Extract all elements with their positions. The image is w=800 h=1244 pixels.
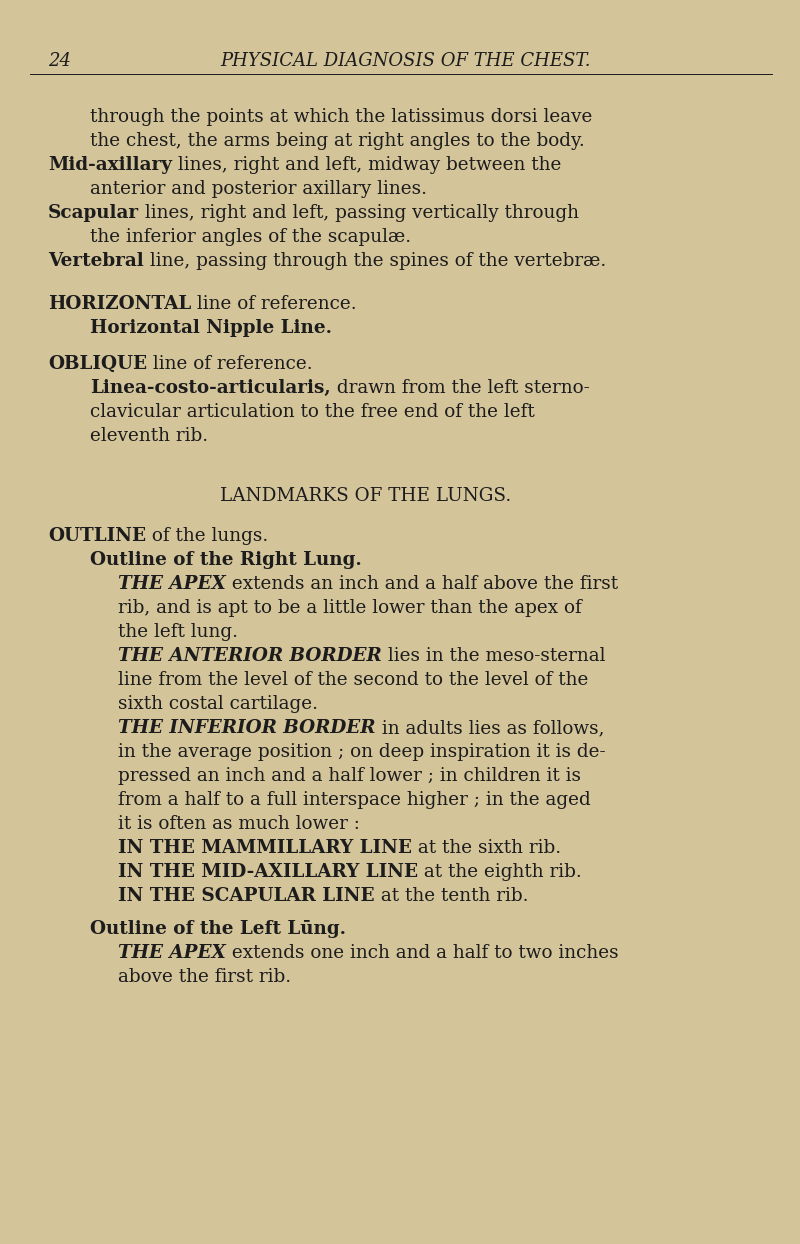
Text: line of reference.: line of reference. xyxy=(147,355,313,373)
Text: line of reference.: line of reference. xyxy=(191,295,357,313)
Text: OUTLINE: OUTLINE xyxy=(48,527,146,545)
Text: extends one inch and a half to two inches: extends one inch and a half to two inche… xyxy=(226,944,618,962)
Text: in the average position ; on deep inspiration it is de-: in the average position ; on deep inspir… xyxy=(118,743,606,761)
Text: Linea-costo-articularis,: Linea-costo-articularis, xyxy=(90,379,330,397)
Text: lines, right and left, midway between the: lines, right and left, midway between th… xyxy=(172,156,562,174)
Text: of the lungs.: of the lungs. xyxy=(146,527,268,545)
Text: in adults lies as follows,: in adults lies as follows, xyxy=(375,719,604,736)
Text: line from the level of the second to the level of the: line from the level of the second to the… xyxy=(118,671,588,689)
Text: drawn from the left sterno-: drawn from the left sterno- xyxy=(330,379,590,397)
Text: lies in the meso-sternal: lies in the meso-sternal xyxy=(382,647,606,666)
Text: PHYSICAL DIAGNOSIS OF THE CHEST.: PHYSICAL DIAGNOSIS OF THE CHEST. xyxy=(220,52,590,70)
Text: sixth costal cartilage.: sixth costal cartilage. xyxy=(118,695,318,713)
Text: rib, and is apt to be a little lower than the apex of: rib, and is apt to be a little lower tha… xyxy=(118,600,582,617)
Text: IN THE MID-AXILLARY LINE: IN THE MID-AXILLARY LINE xyxy=(118,863,418,881)
Text: HORIZONTAL: HORIZONTAL xyxy=(48,295,191,313)
Text: lines, right and left, passing vertically through: lines, right and left, passing verticall… xyxy=(139,204,579,221)
Text: 24: 24 xyxy=(48,52,71,70)
Text: from a half to a full interspace higher ; in the aged: from a half to a full interspace higher … xyxy=(118,791,590,809)
Text: Outline of the Right Lung.: Outline of the Right Lung. xyxy=(90,551,362,569)
Text: THE ANTERIOR BORDER: THE ANTERIOR BORDER xyxy=(118,647,382,666)
Text: Mid-axillary: Mid-axillary xyxy=(48,156,172,174)
Text: extends an inch and a half above the first: extends an inch and a half above the fir… xyxy=(226,575,618,593)
Text: THE APEX: THE APEX xyxy=(118,944,226,962)
Text: eleventh rib.: eleventh rib. xyxy=(90,427,208,445)
Text: at the sixth rib.: at the sixth rib. xyxy=(412,838,561,857)
Text: above the first rib.: above the first rib. xyxy=(118,968,291,986)
Text: Horizontal Nipple Line.: Horizontal Nipple Line. xyxy=(90,318,332,337)
Text: IN THE MAMMILLARY LINE: IN THE MAMMILLARY LINE xyxy=(118,838,412,857)
Text: the inferior angles of the scapulæ.: the inferior angles of the scapulæ. xyxy=(90,228,411,246)
Text: it is often as much lower :: it is often as much lower : xyxy=(118,815,360,833)
Text: pressed an inch and a half lower ; in children it is: pressed an inch and a half lower ; in ch… xyxy=(118,768,581,785)
Text: at the tenth rib.: at the tenth rib. xyxy=(374,887,528,904)
Text: at the eighth rib.: at the eighth rib. xyxy=(418,863,582,881)
Text: anterior and posterior axillary lines.: anterior and posterior axillary lines. xyxy=(90,180,427,198)
Text: line, passing through the spines of the vertebræ.: line, passing through the spines of the … xyxy=(144,253,606,270)
Text: OBLIQUE: OBLIQUE xyxy=(48,355,147,373)
Text: the left lung.: the left lung. xyxy=(118,623,238,641)
Text: THE INFERIOR BORDER: THE INFERIOR BORDER xyxy=(118,719,375,736)
Text: clavicular articulation to the free end of the left: clavicular articulation to the free end … xyxy=(90,403,534,420)
Text: Scapular: Scapular xyxy=(48,204,139,221)
Text: Outline of the Left Lūng.: Outline of the Left Lūng. xyxy=(90,921,346,938)
Text: through the points at which the latissimus dorsi leave: through the points at which the latissim… xyxy=(90,108,592,126)
Text: IN THE SCAPULAR LINE: IN THE SCAPULAR LINE xyxy=(118,887,374,904)
Text: Vertebral: Vertebral xyxy=(48,253,144,270)
Text: LANDMARKS OF THE LUNGS.: LANDMARKS OF THE LUNGS. xyxy=(220,486,511,505)
Text: the chest, the arms being at right angles to the body.: the chest, the arms being at right angle… xyxy=(90,132,585,151)
Text: THE APEX: THE APEX xyxy=(118,575,226,593)
